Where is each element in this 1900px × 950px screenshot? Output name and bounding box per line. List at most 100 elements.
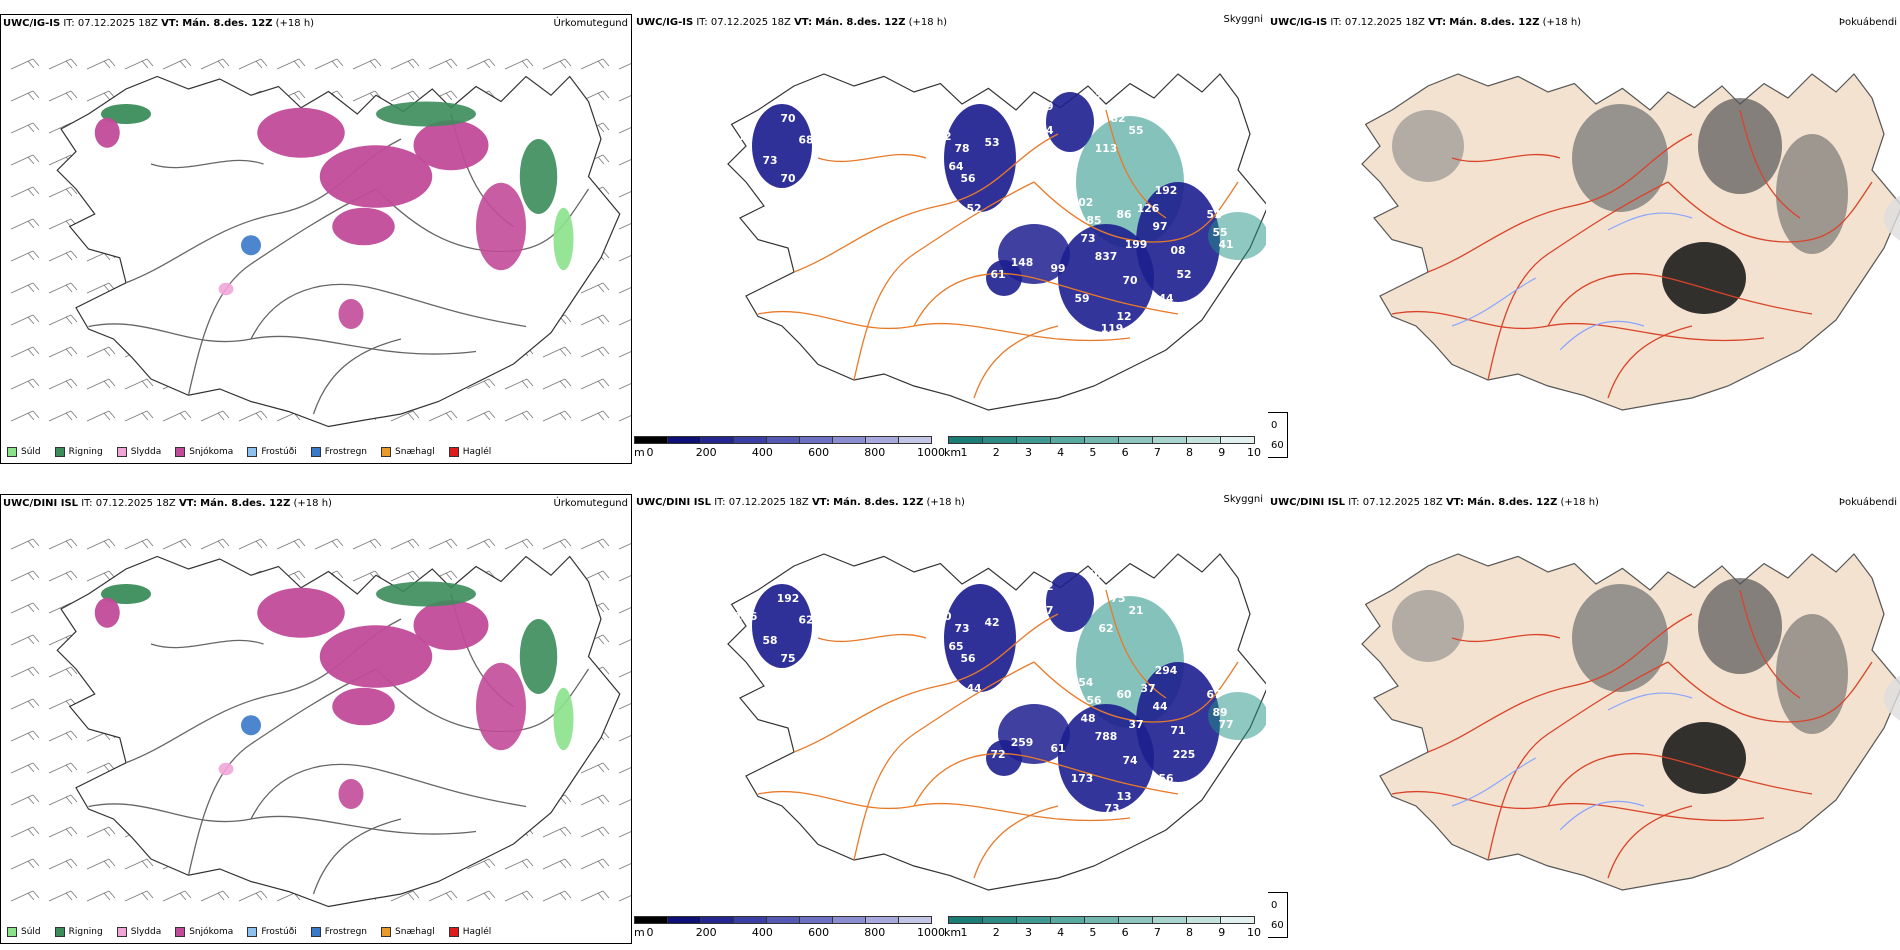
- cloud-base-value: 61: [990, 268, 1005, 281]
- wind-barb-flag: [597, 796, 605, 805]
- wind-barb-flag: [65, 284, 73, 293]
- colorbar-segment: [766, 436, 800, 444]
- wind-barb: [618, 799, 631, 806]
- wind-barb-flag: [103, 92, 111, 101]
- rain-area: [519, 139, 558, 214]
- wind-barb-shaft: [580, 858, 604, 870]
- wind-barb-shaft: [86, 538, 110, 550]
- cloud-base-value: 199: [1125, 238, 1148, 251]
- wind-barb-flag: [70, 538, 78, 547]
- colorbar-segment: [948, 436, 983, 444]
- colorbar-segment: [634, 436, 668, 444]
- colorbar-segment: [1050, 436, 1085, 444]
- low-visibility-area: [1208, 212, 1266, 260]
- wind-barb-shaft: [48, 858, 72, 870]
- wind-barb-flag: [521, 860, 529, 869]
- wind-barb: [466, 890, 496, 902]
- wind-barb: [10, 314, 40, 326]
- wind-barb-shaft: [48, 250, 72, 262]
- cloud-base-value: 62: [1038, 580, 1053, 593]
- road: [853, 661, 1035, 861]
- wind-barb: [618, 671, 631, 678]
- cloud-panel-top: UWC/IG-IS IT: 07.12.2025 18Z VT: Mán. 8.…: [634, 14, 1266, 464]
- cloud-base-value: 13: [1116, 790, 1131, 803]
- wind-barb: [618, 319, 631, 326]
- wind-barb-flag: [597, 380, 605, 389]
- wind-barb-flag: [70, 890, 78, 899]
- wind-barb: [48, 90, 78, 102]
- wind-barb: [162, 410, 192, 422]
- wind-barb-flag: [65, 732, 73, 741]
- panel-header: UWC/IG-IS IT: 07.12.2025 18Z VT: Mán. 8.…: [1270, 17, 1581, 28]
- colorbar-tick-label: 0: [646, 446, 654, 459]
- colorbar-tick-label: 2: [992, 446, 1000, 459]
- colorbar-segment: [1084, 436, 1119, 444]
- wind-barb-flag: [141, 860, 149, 869]
- panel-header: UWC/IG-IS IT: 07.12.2025 18Z VT: Mán. 8.…: [3, 18, 314, 29]
- wind-barb: [10, 250, 40, 262]
- wind-barb-shaft: [48, 314, 72, 326]
- wind-barb-flag: [483, 60, 491, 69]
- wind-barb-flag: [602, 602, 610, 611]
- wind-barb-flag: [564, 58, 572, 67]
- wind-barb-flag: [336, 90, 344, 99]
- wind-barb-flag: [602, 186, 610, 195]
- wind-barb-flag: [32, 346, 40, 355]
- wind-barb: [542, 410, 572, 422]
- wind-barb-flag: [70, 730, 78, 739]
- wind-barb-flag: [108, 410, 116, 419]
- wind-barb-flag: [602, 762, 610, 771]
- cloud-base-value: 44: [1152, 700, 1168, 713]
- it-label: IT:: [696, 17, 708, 28]
- wind-barb-flag: [526, 378, 534, 387]
- colorbar-tick-label: 5: [1089, 926, 1097, 939]
- wind-barb: [10, 698, 40, 710]
- wind-barb-flag: [293, 92, 301, 101]
- wind-barb-shaft: [618, 671, 631, 678]
- colorbar-segment: [832, 916, 866, 924]
- wind-barb-flag: [217, 540, 225, 549]
- wind-barb-flag: [488, 890, 496, 899]
- wind-barb-flag: [526, 538, 534, 547]
- wind-barb-shaft: [48, 570, 72, 582]
- wind-barb-flag: [179, 540, 187, 549]
- wind-barb-flag: [32, 666, 40, 675]
- wind-barb-flag: [450, 90, 458, 99]
- colorbar-segment: [1016, 436, 1051, 444]
- fog-shade: [1572, 104, 1668, 212]
- colorbar-tick-label: 400: [751, 446, 773, 459]
- wind-barb-flag: [564, 826, 572, 835]
- road: [250, 283, 527, 340]
- wind-barb-flag: [488, 858, 496, 867]
- wind-barb: [580, 314, 610, 326]
- wind-barb: [10, 570, 40, 582]
- wind-barb-shaft: [618, 383, 631, 390]
- snow-area: [413, 120, 489, 171]
- wind-barb: [428, 58, 458, 70]
- cloud-base-value: 83: [942, 106, 957, 119]
- wind-barb-flag: [412, 410, 420, 419]
- wind-barb: [618, 223, 631, 230]
- wind-barb-shaft: [48, 698, 72, 710]
- wind-barb-shaft: [466, 538, 490, 550]
- cloud-base-value: 62: [1098, 622, 1113, 635]
- road: [1607, 805, 1693, 879]
- legend-label: Frostúði: [261, 447, 297, 457]
- wind-barb: [10, 634, 40, 646]
- cloud-base-value: 788: [1095, 730, 1118, 743]
- cloud-base-value: 72: [990, 748, 1005, 761]
- low-cloud-area: [986, 260, 1022, 296]
- road: [1105, 589, 1167, 699]
- wind-barb-shaft: [618, 287, 631, 294]
- legend-label: Haglél: [462, 927, 492, 937]
- wind-barb: [48, 826, 78, 838]
- wind-barb-shaft: [580, 314, 604, 326]
- model-name: UWC/IG-IS: [3, 18, 61, 29]
- colorbar-segment: [1084, 916, 1119, 924]
- wind-barb-flag: [260, 538, 268, 547]
- valid-time: Mán. 8.des. 12Z: [1467, 497, 1558, 508]
- wind-barb: [200, 538, 230, 550]
- freezing-rain-area: [241, 235, 261, 256]
- legend-item: Slydda: [116, 447, 161, 457]
- wind-barb-flag: [65, 892, 73, 901]
